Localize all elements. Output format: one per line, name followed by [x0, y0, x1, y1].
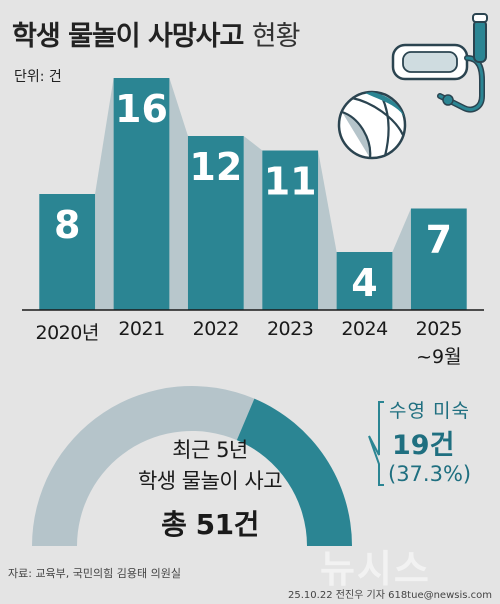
bar-value-label-5: 7: [426, 218, 452, 262]
bar-0: [39, 194, 96, 310]
x-tick-label-4: 2024: [341, 318, 388, 340]
bar-5: [410, 208, 467, 310]
slice-label-swim: 수영 미숙: [389, 400, 470, 422]
bar-4: [336, 252, 393, 310]
page-title: 학생 물놀이 사망사고 현황: [12, 14, 301, 53]
bar-shade-1: [169, 78, 188, 310]
donut-caption-line2: 학생 물놀이 사고: [137, 469, 283, 493]
donut-total: 총 51건: [161, 508, 259, 541]
donut-caption-line1: 최근 5년: [172, 438, 248, 462]
bar-value-label-4: 4: [351, 261, 377, 305]
x-tick-label-3: 2023: [266, 318, 314, 340]
x-tick-label-5-sub: ~9월: [416, 346, 462, 368]
title-light: 현황: [251, 21, 301, 52]
donut-slice-0: [236, 398, 352, 546]
donut-slice-1: [32, 386, 255, 546]
x-tick-label-1: 2021: [118, 318, 165, 340]
snorkel-mask-icon: [391, 13, 488, 113]
x-tick-label-5: 2025: [415, 318, 463, 340]
bar-shade-0: [95, 78, 114, 310]
bar-value-label-2: 12: [189, 145, 242, 189]
watermark-logo: 뉴시스: [320, 547, 431, 591]
bar-shade-4: [392, 208, 411, 310]
bar-3: [262, 150, 319, 310]
bar-value-label-0: 8: [54, 203, 80, 247]
x-tick-label-0: 2020년: [35, 322, 99, 344]
bar-1: [113, 78, 170, 310]
bar-2: [187, 136, 244, 310]
bar-value-label-3: 11: [264, 160, 317, 204]
bar-value-label-1: 16: [115, 87, 168, 131]
x-tick-label-2: 2022: [192, 318, 240, 340]
donut-slice-group: [32, 386, 352, 546]
bar-shade-2: [243, 136, 263, 310]
callout-bracket: [368, 401, 384, 486]
source-note: 자료: 교육부, 국민의힘 김용태 의원실: [8, 567, 181, 580]
title-bold: 학생 물놀이 사망사고: [12, 21, 244, 52]
bar-group: 8 16 12 11 4 7: [39, 78, 467, 310]
credit-line: 25.10.22 전진우 기자 618tue@newsis.com: [288, 590, 492, 601]
slice-percent-swim: (37.3%): [388, 462, 472, 486]
beach-ball-icon: [337, 90, 407, 160]
bar-shade-3: [318, 150, 337, 310]
slice-value-swim: 19건: [392, 430, 455, 461]
bar-shade-group: [95, 78, 411, 310]
unit-label: 단위: 건: [14, 69, 62, 85]
